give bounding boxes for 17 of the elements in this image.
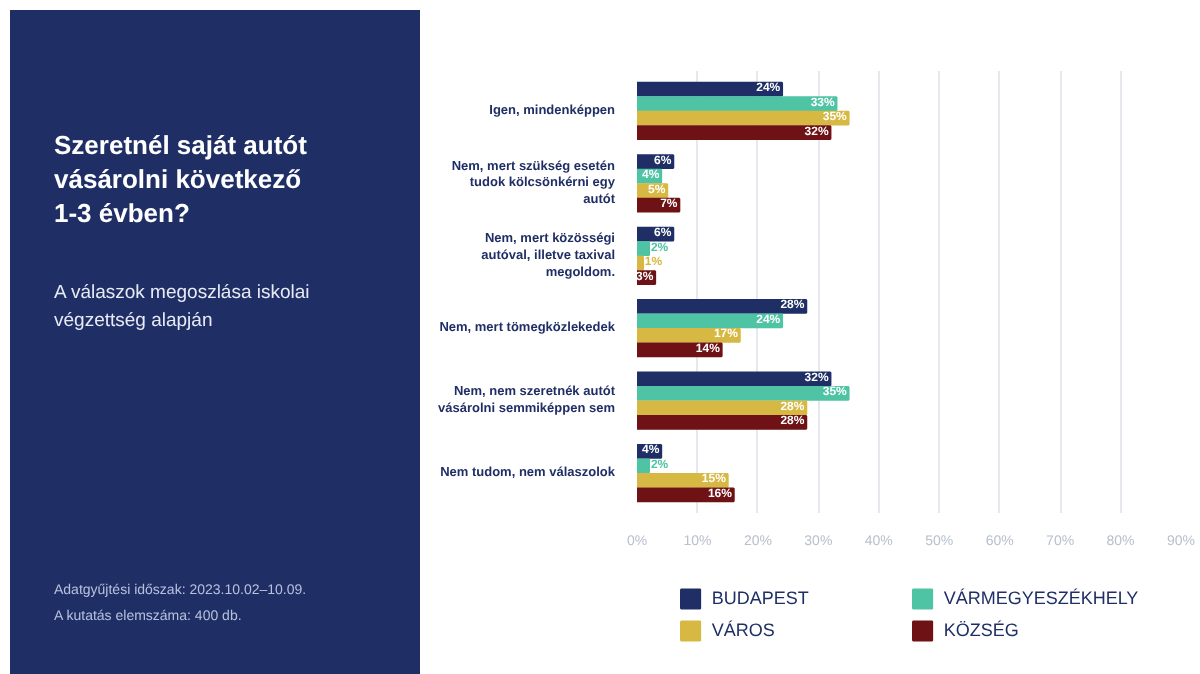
- legend-label: VÁROS: [711, 620, 777, 640]
- text: A válaszok megoszlása iskolai végzettség alapján: [54, 280, 312, 337]
- bar: [637, 458, 651, 474]
- legend-label: VÁRMEGYESZÉKHELY: [943, 588, 1139, 608]
- text: Szeretnél saját autót vásárolni következő 1-3 évben?: [54, 130, 309, 232]
- bar: [637, 473, 729, 488]
- bar: [637, 241, 651, 256]
- bar: [637, 299, 808, 314]
- legend-label: BUDAPEST: [711, 588, 811, 608]
- bar: [637, 415, 808, 430]
- bar: [637, 328, 741, 343]
- bar: [637, 96, 838, 111]
- bar: [637, 386, 850, 401]
- bar: [637, 125, 832, 140]
- bar: [637, 110, 850, 126]
- legend-label: KÖZSÉG: [943, 620, 1021, 640]
- bar: [637, 255, 645, 271]
